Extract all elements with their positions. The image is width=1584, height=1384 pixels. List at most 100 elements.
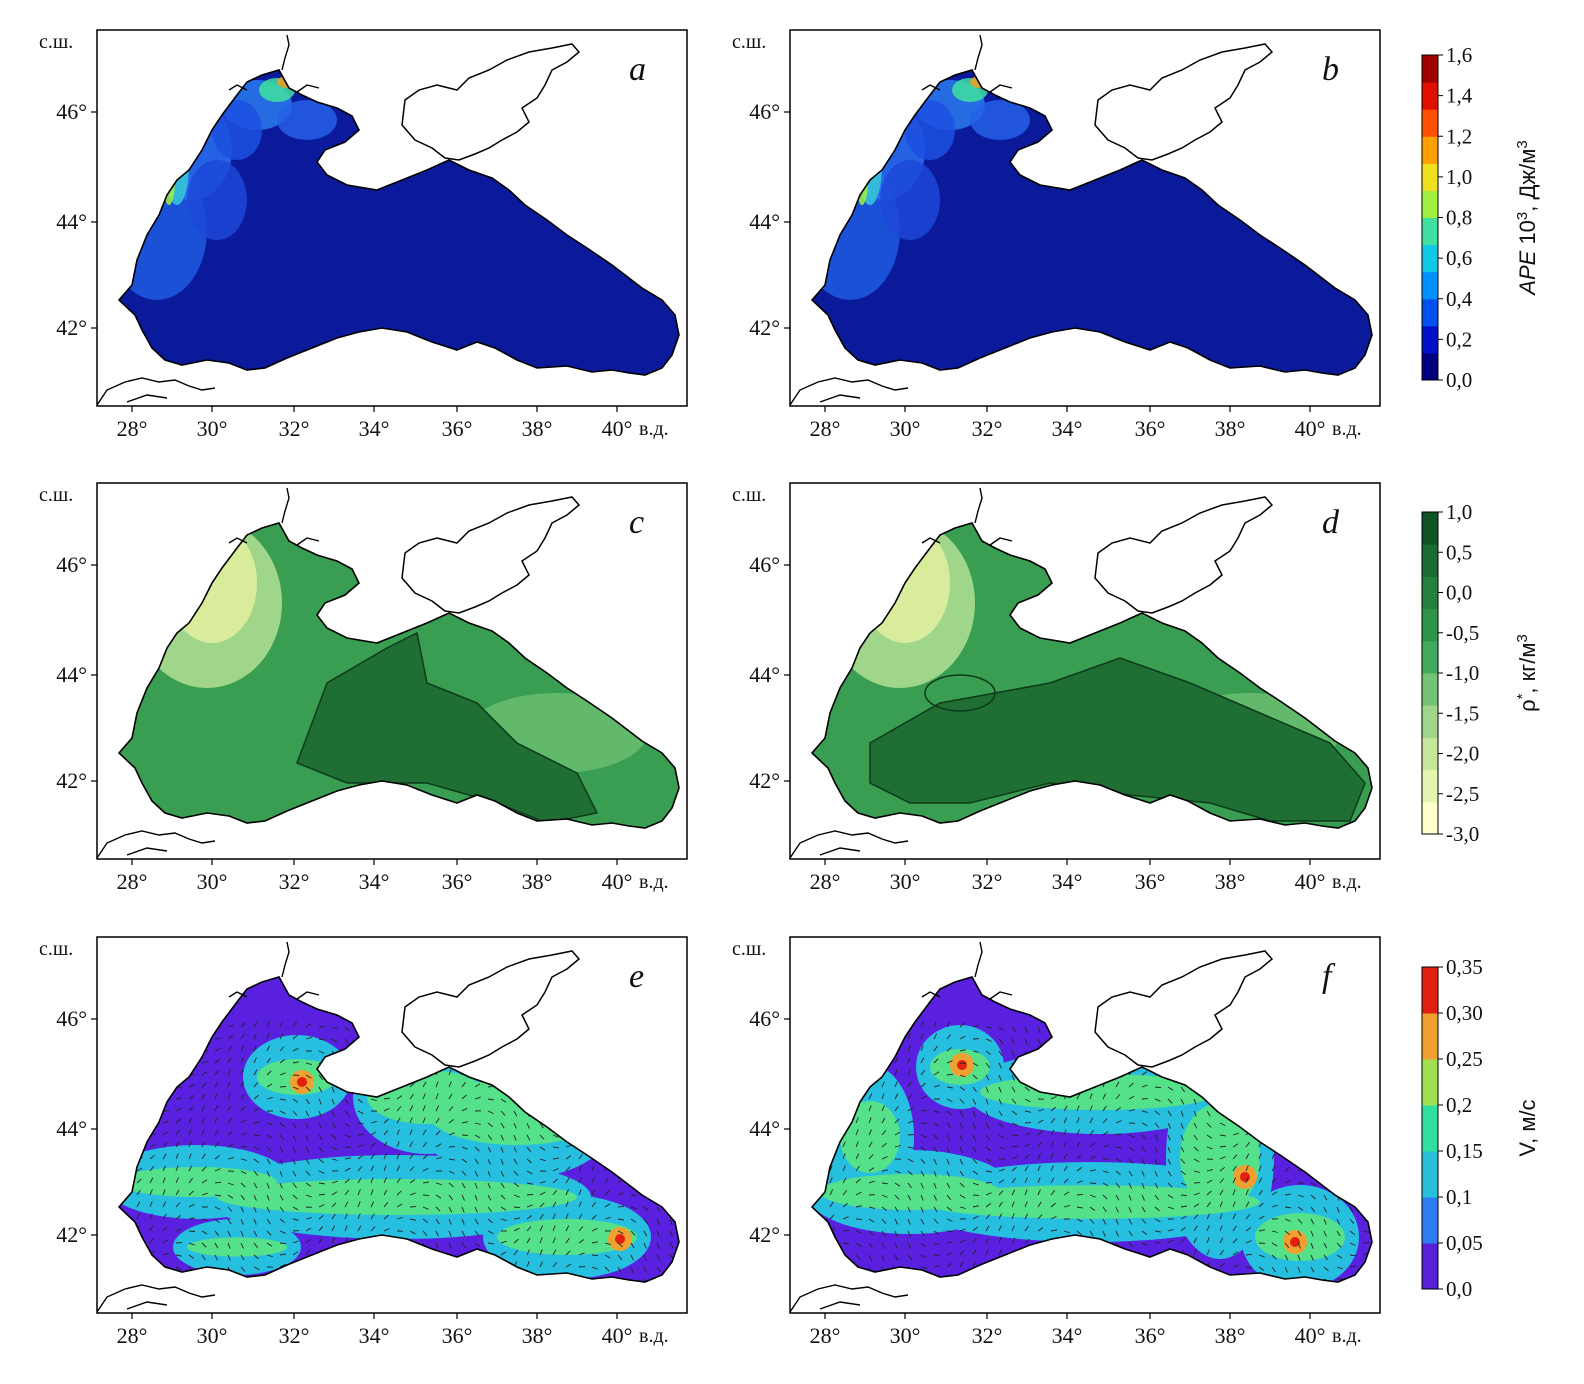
- velocity-arrow: [920, 1206, 924, 1213]
- colorbar-label: -2,5: [1446, 782, 1479, 806]
- velocity-arrow: [565, 1237, 570, 1244]
- velocity-arrow: [946, 1146, 950, 1153]
- velocity-arrow: [1193, 1098, 1197, 1105]
- velocity-arrow: [855, 1083, 862, 1088]
- velocity-arrow: [855, 1205, 862, 1208]
- velocity-arrow: [1245, 1201, 1250, 1208]
- velocity-arrow: [1050, 1266, 1056, 1272]
- velocity-arrow: [868, 1141, 873, 1148]
- velocity-arrow: [435, 1143, 442, 1148]
- velocity-arrow: [669, 1081, 674, 1088]
- velocity-arrow: [565, 1122, 572, 1125]
- velocity-arrow: [907, 1146, 914, 1149]
- velocity-arrow: [227, 1254, 231, 1261]
- velocity-arrow: [1271, 1153, 1275, 1160]
- velocity-arrow: [318, 1074, 324, 1080]
- velocity-arrow: [920, 1057, 925, 1064]
- colorbar-label: -1,0: [1446, 661, 1479, 685]
- velocity-arrow: [500, 1146, 504, 1153]
- velocity-arrow: [630, 1181, 637, 1184]
- colorbar-rho: 1,00,50,0-0,5-1,0-1,5-2,0-2,5-3,0ρ*, кг/…: [1421, 500, 1541, 846]
- velocity-arrow: [526, 1098, 530, 1105]
- velocity-arrow: [1089, 1093, 1093, 1100]
- velocity-arrow: [318, 1214, 324, 1220]
- velocity-arrow: [855, 1242, 862, 1247]
- velocity-arrow: [669, 1069, 674, 1076]
- velocity-arrow: [1362, 1073, 1369, 1076]
- velocity-arrow: [1167, 1206, 1174, 1210]
- velocity-arrow: [1128, 1242, 1134, 1248]
- velocity-arrow: [552, 1074, 556, 1081]
- velocity-arrow: [1180, 1062, 1187, 1067]
- velocity-arrow: [591, 1026, 595, 1033]
- velocity-arrow: [565, 1062, 569, 1069]
- velocity-arrow: [1310, 1242, 1314, 1249]
- velocity-arrow: [253, 1033, 257, 1040]
- velocity-arrow: [604, 1117, 609, 1124]
- velocity-arrow: [920, 1109, 927, 1112]
- velocity-arrow: [292, 1218, 299, 1221]
- velocity-arrow: [998, 1074, 1002, 1081]
- velocity-arrow: [933, 1194, 938, 1201]
- velocity-arrow: [1310, 1093, 1314, 1100]
- velocity-arrow: [318, 1025, 326, 1028]
- velocity-arrow: [855, 1129, 859, 1136]
- panel-frame: [96, 482, 688, 860]
- panel-frame: [789, 482, 1381, 860]
- velocity-arrow: [1089, 1218, 1095, 1224]
- velocity-arrow: [907, 1218, 911, 1225]
- velocity-arrow: [201, 1129, 205, 1136]
- velocity-arrow: [357, 1177, 362, 1184]
- velocity-arrow: [669, 1045, 673, 1052]
- velocity-arrow: [253, 1254, 259, 1260]
- velocity-arrow: [383, 1050, 389, 1056]
- velocity-arrow: [643, 1130, 649, 1136]
- velocity-arrow: [266, 1218, 271, 1225]
- velocity-arrow: [907, 1170, 913, 1176]
- velocity-arrow: [1362, 1230, 1369, 1233]
- colorbar-label: -3,0: [1446, 822, 1479, 846]
- velocity-arrow: [487, 1182, 491, 1189]
- velocity-arrow: [1128, 1134, 1135, 1138]
- velocity-arrow: [1037, 1026, 1041, 1033]
- velocity-arrow: [305, 1074, 312, 1079]
- velocity-arrow: [552, 1134, 559, 1138]
- velocity-arrow: [305, 1194, 312, 1198]
- velocity-arrow: [227, 1242, 231, 1249]
- velocity-arrow: [201, 1218, 208, 1222]
- velocity-arrow: [214, 1058, 220, 1064]
- azov-land: [401, 950, 580, 1068]
- velocity-arrow: [1310, 1144, 1317, 1148]
- velocity-arrow: [1180, 1226, 1186, 1232]
- velocity-arrow: [842, 1026, 847, 1033]
- velocity-arrow: [1362, 1146, 1366, 1153]
- lat-axis-label: с.ш.: [39, 31, 73, 53]
- velocity-arrow: [1310, 1023, 1317, 1028]
- velocity-arrow: [1063, 1178, 1069, 1184]
- velocity-arrow: [1076, 1070, 1082, 1076]
- velocity-arrow: [1102, 1218, 1107, 1225]
- velocity-arrow: [214, 1206, 221, 1210]
- velocity-arrow: [946, 1086, 953, 1089]
- colorbar-swatch: [1422, 217, 1438, 246]
- velocity-arrow: [266, 1276, 273, 1280]
- velocity-arrow: [881, 1230, 886, 1237]
- velocity-arrow: [591, 1227, 598, 1232]
- colorbar-swatch: [1422, 640, 1438, 674]
- velocity-arrow: [643, 1025, 650, 1028]
- colorbar-title: ρ*, кг/м3: [1514, 634, 1541, 712]
- lat-tick-label: 46°: [749, 99, 780, 124]
- velocity-arrow: [842, 1278, 848, 1282]
- velocity-arrow: [985, 1086, 989, 1093]
- velocity-arrow: [513, 1158, 518, 1165]
- velocity-arrow: [136, 1134, 143, 1138]
- velocity-arrow: [292, 1110, 298, 1116]
- velocity-arrow: [1258, 1189, 1263, 1196]
- velocity-arrow: [1245, 1074, 1252, 1079]
- velocity-arrow: [526, 1122, 530, 1129]
- velocity-arrow: [227, 1105, 232, 1112]
- velocity-arrow: [1349, 1242, 1356, 1246]
- velocity-arrow: [240, 1045, 245, 1052]
- colorbar-label: 0,0: [1446, 1277, 1472, 1301]
- velocity-arrow: [344, 1026, 350, 1032]
